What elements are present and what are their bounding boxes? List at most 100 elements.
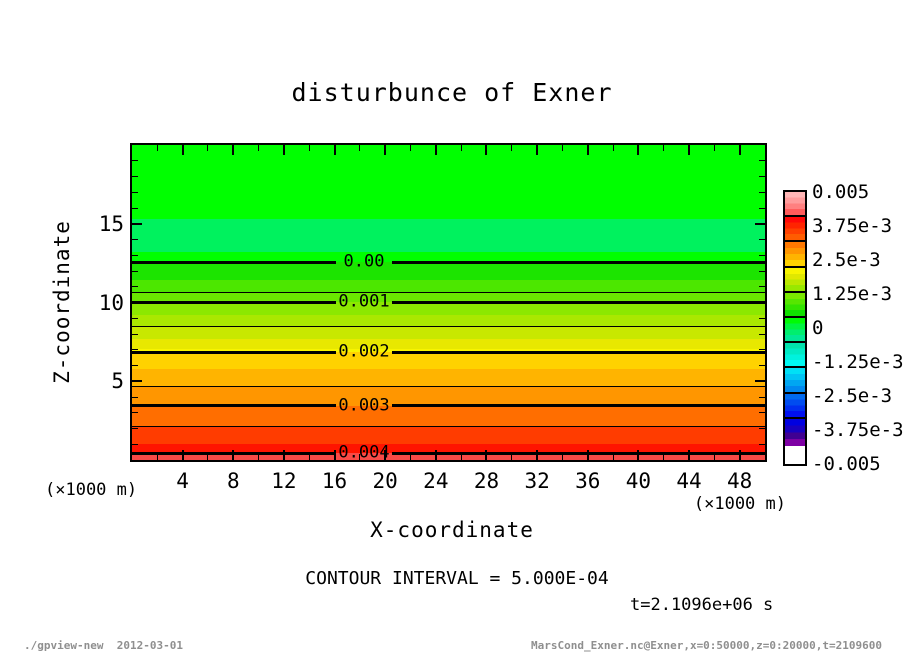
contour-line-thin [132, 326, 765, 328]
x-axis-unit: (×1000 m) [693, 494, 786, 514]
colorbar-box [785, 418, 805, 446]
y-tick [759, 365, 765, 366]
x-tick-label: 36 [575, 469, 601, 493]
y-tick-label: 15 [98, 211, 124, 236]
x-tick [333, 450, 336, 460]
contour-line-thick [132, 350, 336, 354]
x-tick [586, 145, 589, 155]
x-tick [460, 145, 462, 151]
tone-band [132, 280, 765, 293]
colorbar-label: -2.5e-3 [812, 385, 893, 407]
y-axis-label: Z-coordinate [50, 220, 74, 384]
y-tick [132, 428, 138, 429]
x-tick [586, 450, 589, 460]
x-tick-label: 20 [372, 469, 398, 493]
y-tick [132, 254, 138, 256]
colorbar-label: 0 [812, 317, 824, 339]
y-tick [759, 412, 765, 414]
y-tick [759, 254, 765, 256]
x-tick [282, 450, 285, 460]
y-tick [132, 191, 138, 193]
y-tick [132, 365, 138, 366]
y-tick [759, 176, 765, 177]
chart-title: disturbunce of Exner [291, 78, 613, 107]
x-tick-label: 40 [625, 469, 652, 493]
time-text: t=2.1096e+06 s [630, 595, 774, 615]
x-tick [485, 145, 488, 155]
y-tick [132, 239, 138, 240]
x-axis-label: X-coordinate [370, 518, 534, 542]
x-tick [561, 145, 563, 151]
y-tick [759, 443, 765, 445]
x-tick [637, 450, 640, 460]
tone-band [132, 219, 765, 253]
y-tick [759, 317, 765, 319]
x-tick [738, 145, 741, 155]
colorbar-labels: 0.005 3.75e-3 2.5e-3 1.25e-3 0 -1.25e-3 -2.5e-… [812, 181, 904, 475]
x-tick [156, 454, 158, 460]
tone-band [132, 262, 765, 281]
contour-line-thin [132, 425, 765, 427]
x-tick [232, 450, 235, 460]
tone-band [132, 453, 765, 460]
x-tick [181, 145, 184, 155]
x-tick [460, 454, 462, 460]
x-tick [688, 145, 691, 155]
contour-label: 0.001 [338, 291, 390, 312]
x-tick [612, 145, 614, 151]
colorbar-box [785, 317, 805, 344]
y-tick [759, 333, 765, 335]
x-tick [612, 454, 614, 460]
footer-command-text: ./gpview-new 2012-03-01 [24, 639, 183, 652]
footer-source-text: MarsCond_Exner.nc@Exner,x=0:50000,z=0:20… [531, 639, 882, 652]
y-tick [759, 239, 765, 240]
y-tick [132, 412, 138, 414]
tone-band [132, 145, 765, 220]
x-tick-label: 12 [271, 469, 297, 493]
x-tick [308, 454, 310, 460]
x-tick-label: 48 [727, 469, 753, 493]
colorbar-label: -3.75e-3 [812, 419, 904, 441]
y-tick [132, 380, 142, 383]
colorbar-label: 1.25e-3 [812, 283, 893, 305]
colorbar-box [785, 292, 805, 318]
contour-label: 0.002 [338, 341, 390, 362]
y-tick-label: 10 [98, 290, 124, 315]
x-tick [384, 450, 387, 460]
x-tick [410, 454, 412, 460]
y-tick [132, 286, 138, 288]
contour-line-thick [392, 350, 765, 354]
x-tick-label: 24 [423, 469, 449, 493]
contour-line-thick [132, 300, 336, 304]
x-tick-labels: 4 8 12 16 20 24 28 32 36 40 44 48 [132, 469, 765, 493]
colorbar-box [785, 192, 805, 218]
x-tick-label: 44 [676, 469, 702, 493]
colorbar-box [785, 267, 805, 293]
colorbar-label: -0.005 [812, 453, 881, 475]
tone-band [132, 338, 765, 349]
contour-label: 0.003 [338, 395, 390, 416]
y-tick [132, 160, 138, 162]
tone-band [132, 252, 765, 263]
tone-band [132, 386, 765, 406]
colorbar-box [785, 393, 805, 419]
x-tick [207, 454, 209, 460]
tone-band [132, 352, 765, 369]
colorbar-box [785, 217, 805, 243]
tone-band [132, 405, 765, 427]
x-tick [359, 145, 361, 151]
y-tick [759, 428, 765, 429]
colorbar-box [785, 343, 805, 369]
contour-line-thin [132, 386, 765, 388]
contour-line-thick [392, 451, 765, 455]
contour-line-thick [392, 260, 765, 264]
x-tick [359, 454, 361, 460]
x-tick [282, 145, 285, 155]
y-tick [759, 191, 765, 193]
x-tick [258, 454, 260, 460]
x-tick-label: 8 [226, 469, 240, 493]
x-tick [713, 454, 715, 460]
y-tick [132, 222, 142, 225]
x-tick [333, 145, 336, 155]
